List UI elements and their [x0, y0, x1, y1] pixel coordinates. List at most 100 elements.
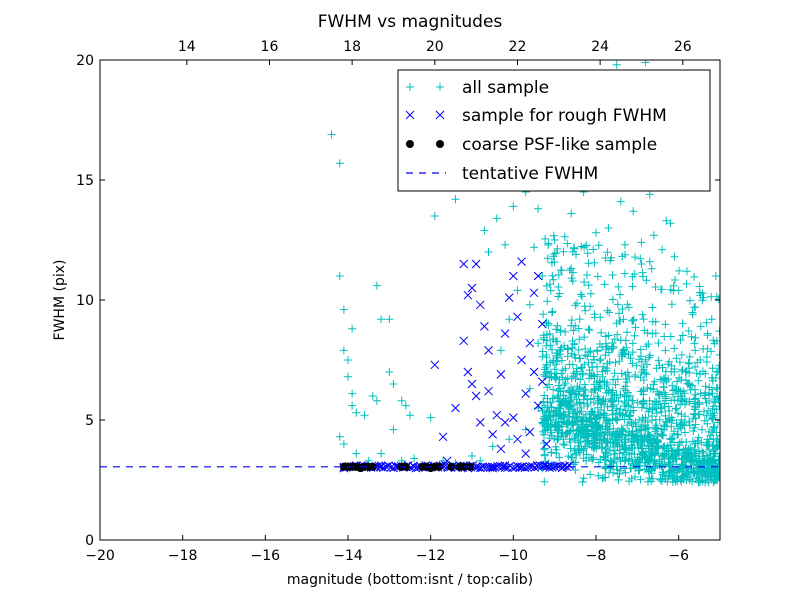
point-x — [513, 312, 522, 322]
point-plus — [488, 442, 497, 451]
point-plus — [410, 454, 419, 463]
point-x — [533, 271, 543, 281]
point-plus — [480, 226, 489, 235]
x-axis-label: magnitude (bottom:isnt / top:calib) — [287, 572, 533, 588]
point-plus — [397, 396, 406, 405]
legend-label: coarse PSF-like sample — [462, 135, 657, 155]
point-x — [496, 370, 506, 379]
point-x — [529, 288, 539, 298]
legend-marker-x — [405, 110, 445, 120]
y-axis-label: FWHM (pix) — [52, 260, 68, 341]
x-tick-label: −12 — [416, 548, 446, 564]
point-x — [533, 401, 543, 410]
point-plus — [327, 130, 336, 139]
dense-cloud-marks — [538, 231, 720, 487]
point-x — [525, 338, 535, 348]
point-plus — [348, 401, 357, 410]
point-plus — [335, 159, 344, 168]
point-plus — [505, 315, 514, 324]
point-x — [542, 439, 551, 449]
point-x — [451, 403, 460, 413]
point-plus — [344, 372, 352, 381]
point-plus — [707, 315, 716, 324]
point-plus — [385, 368, 394, 376]
point-x — [521, 449, 531, 458]
point-plus — [670, 252, 679, 261]
point-plus — [682, 267, 691, 276]
point-plus — [662, 216, 671, 225]
legend-marker-plus — [406, 83, 444, 91]
point-plus — [389, 425, 398, 434]
legend-marker-dot — [436, 140, 444, 148]
y-tick-label: 15 — [76, 173, 94, 189]
point-x — [508, 413, 518, 422]
point-x — [480, 322, 489, 331]
point-plus — [426, 413, 435, 422]
point-plus — [389, 380, 398, 388]
point-plus — [484, 248, 493, 256]
point-plus — [620, 240, 629, 249]
point-plus — [525, 384, 534, 393]
point-plus — [592, 228, 600, 237]
legend-item-coarse-psf: coarse PSF-like sample — [406, 135, 657, 155]
point-plus — [430, 212, 439, 220]
point-x — [467, 379, 477, 389]
point-x — [517, 355, 526, 365]
point-x — [467, 283, 477, 293]
point-plus — [368, 392, 377, 400]
legend-label: all sample — [462, 78, 549, 98]
y-tick-label: 20 — [76, 53, 94, 69]
point-plus — [612, 60, 621, 69]
point-plus — [451, 195, 460, 204]
point-plus — [629, 207, 638, 216]
point-x — [459, 336, 469, 346]
top-tick-label: 14 — [178, 39, 196, 55]
point-x — [525, 427, 535, 437]
legend-box — [397, 69, 711, 192]
point-plus — [501, 240, 510, 249]
point-plus — [352, 408, 361, 417]
point-plus — [542, 416, 551, 424]
dense-scatter-cloud — [538, 231, 720, 487]
point-x — [537, 377, 547, 386]
point-plus — [348, 324, 357, 333]
top-tick-label: 20 — [426, 39, 444, 55]
point-plus — [468, 452, 476, 460]
x-tick-label: −14 — [333, 548, 363, 564]
point-plus — [666, 219, 675, 228]
legend-label: tentative FWHM — [462, 164, 598, 184]
point-plus — [348, 389, 357, 398]
point-x — [430, 360, 440, 370]
point-plus — [339, 346, 348, 355]
point-plus — [372, 281, 381, 290]
point-plus — [616, 197, 625, 206]
point-x — [521, 389, 531, 398]
point-x — [471, 259, 481, 269]
point-plus — [658, 245, 667, 254]
point-x — [463, 290, 473, 300]
point-x — [488, 430, 498, 439]
y-tick-label: 10 — [76, 293, 94, 309]
top-tick-label: 26 — [674, 39, 692, 55]
point-plus — [637, 238, 646, 247]
point-plus — [496, 346, 505, 355]
point-plus — [339, 305, 348, 314]
point-plus — [534, 204, 543, 213]
point-plus — [567, 209, 576, 218]
point-plus — [401, 401, 410, 410]
y-tick-label: 0 — [85, 533, 94, 549]
legend-item-rough-fwhm: sample for rough FWHM — [405, 106, 667, 126]
point-plus — [521, 425, 530, 434]
point-plus — [406, 411, 414, 420]
top-axis: 14 16 18 20 22 24 26 — [178, 39, 692, 65]
point-plus — [645, 190, 654, 199]
point-x — [484, 386, 493, 396]
point-plus — [352, 449, 361, 458]
x-tick-label: −16 — [251, 548, 281, 564]
chart-title: FWHM vs magnitudes — [318, 12, 503, 32]
x-tick-label: −8 — [586, 548, 607, 564]
point-x — [475, 300, 485, 310]
point-plus — [377, 315, 386, 324]
point-plus — [699, 293, 708, 302]
point-plus — [604, 224, 613, 232]
